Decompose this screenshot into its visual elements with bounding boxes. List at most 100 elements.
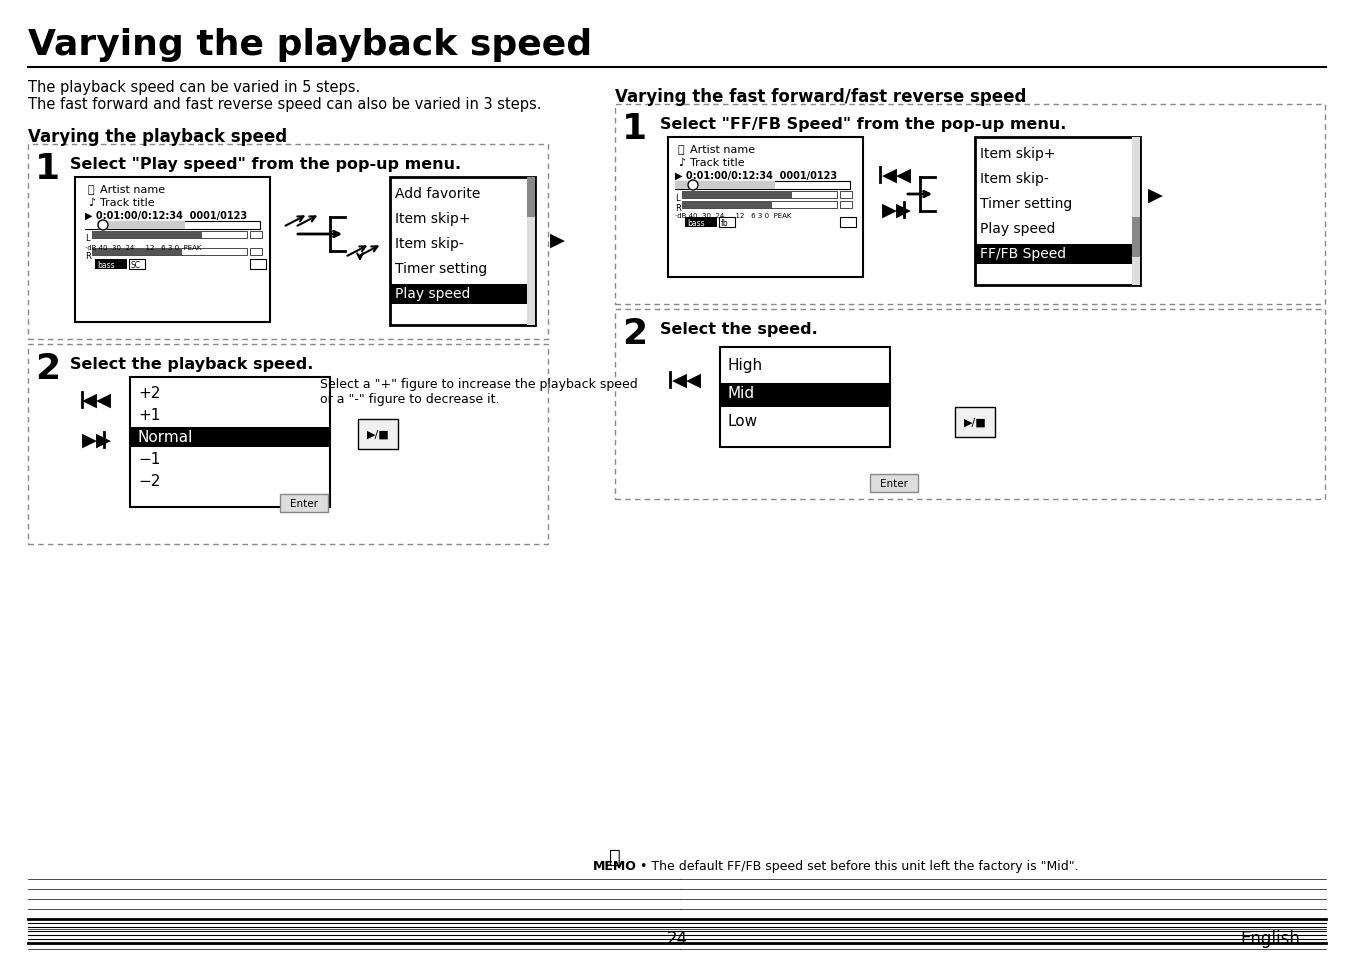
Text: Play speed: Play speed (395, 287, 470, 301)
Text: Select a "+" figure to increase the playback speed
or a "-" figure to decrease i: Select a "+" figure to increase the play… (320, 377, 638, 406)
Bar (527, 178, 535, 326)
Text: 🎵: 🎵 (88, 185, 95, 194)
Text: ·dB 40  30  24     12   6 3 0  PEAK: ·dB 40 30 24 12 6 3 0 PEAK (85, 245, 202, 251)
Text: fb: fb (720, 219, 728, 228)
Text: ▶▶: ▶▶ (83, 430, 112, 449)
Text: Enter: Enter (290, 498, 318, 509)
Bar (720, 348, 890, 448)
Text: ♪: ♪ (678, 158, 685, 168)
Bar (250, 249, 263, 255)
Text: Mid: Mid (728, 386, 756, 400)
Text: 🎵: 🎵 (678, 145, 685, 154)
Bar (95, 260, 127, 270)
Text: English: English (1240, 929, 1300, 947)
Text: +2: +2 (138, 386, 160, 400)
Bar (130, 377, 330, 507)
Bar (839, 218, 856, 228)
Text: Varying the fast forward/fast reverse speed: Varying the fast forward/fast reverse sp… (615, 88, 1026, 106)
Text: 2: 2 (621, 316, 647, 351)
Text: Select the speed.: Select the speed. (659, 322, 818, 336)
Bar (682, 192, 837, 199)
Text: 1: 1 (35, 152, 60, 186)
Text: Enter: Enter (880, 478, 909, 489)
Bar (975, 138, 1140, 286)
Text: Timer setting: Timer setting (395, 262, 487, 275)
Text: Item skip+: Item skip+ (980, 147, 1056, 161)
Text: 24: 24 (666, 929, 688, 947)
Bar (682, 202, 837, 209)
Text: ◀◀: ◀◀ (672, 370, 701, 389)
Bar (250, 232, 263, 239)
Text: Timer setting: Timer setting (980, 196, 1072, 211)
Text: Track title: Track title (691, 158, 745, 168)
Text: ▶/■: ▶/■ (964, 417, 986, 428)
Text: R: R (85, 252, 91, 261)
Bar (682, 202, 772, 209)
Bar (720, 384, 890, 408)
Bar (676, 182, 850, 190)
Text: Artist name: Artist name (100, 185, 165, 194)
Text: Item skip+: Item skip+ (395, 212, 470, 226)
Bar (976, 245, 1132, 265)
Bar (682, 192, 792, 199)
Bar (74, 178, 269, 323)
Bar (390, 178, 535, 326)
Bar (28, 345, 548, 544)
Text: Varying the playback speed: Varying the playback speed (28, 28, 592, 62)
Text: ·dB 40  30  24     12   6 3 0  PEAK: ·dB 40 30 24 12 6 3 0 PEAK (676, 213, 791, 219)
Text: −2: −2 (138, 474, 160, 489)
Text: ▶: ▶ (550, 231, 565, 250)
Bar (391, 285, 527, 305)
Text: Select the playback speed.: Select the playback speed. (70, 356, 313, 372)
Bar (92, 232, 202, 239)
Text: ▶: ▶ (1148, 185, 1163, 204)
Bar (28, 145, 548, 339)
Bar (85, 222, 185, 230)
Text: L: L (85, 233, 89, 243)
Text: ◀◀: ◀◀ (83, 390, 112, 409)
Text: The fast forward and fast reverse speed can also be varied in 3 steps.: The fast forward and fast reverse speed … (28, 97, 542, 112)
Bar (92, 232, 246, 239)
Text: Item skip-: Item skip- (395, 236, 464, 251)
Text: R: R (676, 204, 681, 213)
Text: MEMO: MEMO (593, 859, 636, 872)
Circle shape (97, 221, 108, 231)
Text: Low: Low (728, 414, 758, 429)
Bar (1132, 138, 1140, 286)
Text: ▶▶: ▶▶ (881, 200, 913, 219)
Bar (92, 249, 181, 255)
Text: FF/FB Speed: FF/FB Speed (980, 247, 1066, 261)
Bar (527, 178, 535, 218)
Text: Item skip-: Item skip- (980, 172, 1049, 186)
Text: ▶ 0:01:00/0:12:34  0001/0123: ▶ 0:01:00/0:12:34 0001/0123 (676, 171, 837, 181)
Text: ♪: ♪ (88, 198, 95, 208)
Bar (871, 475, 918, 493)
Bar (676, 182, 774, 190)
Bar (131, 428, 329, 448)
Bar (92, 249, 246, 255)
Text: −1: −1 (138, 452, 160, 467)
Text: bass: bass (686, 219, 704, 228)
Bar (719, 218, 735, 228)
Text: High: High (728, 357, 764, 373)
Bar (839, 202, 852, 209)
Text: ▶/■: ▶/■ (367, 430, 390, 439)
Bar (85, 222, 97, 230)
Text: Play speed: Play speed (980, 222, 1055, 235)
Bar (250, 260, 265, 270)
Bar (668, 138, 862, 277)
Text: 2: 2 (35, 352, 60, 386)
Text: ◀◀: ◀◀ (881, 165, 913, 184)
Bar (839, 192, 852, 199)
Bar (615, 105, 1326, 305)
Bar (1132, 218, 1140, 257)
Text: Select "FF/FB Speed" from the pop-up menu.: Select "FF/FB Speed" from the pop-up men… (659, 117, 1067, 132)
Text: Artist name: Artist name (691, 145, 756, 154)
Text: bass: bass (97, 261, 115, 270)
Text: SC: SC (131, 261, 141, 270)
Text: 1: 1 (621, 112, 647, 146)
Bar (685, 218, 718, 228)
Text: +1: +1 (138, 408, 160, 422)
Text: Varying the playback speed: Varying the playback speed (28, 128, 287, 146)
Bar (357, 419, 398, 450)
